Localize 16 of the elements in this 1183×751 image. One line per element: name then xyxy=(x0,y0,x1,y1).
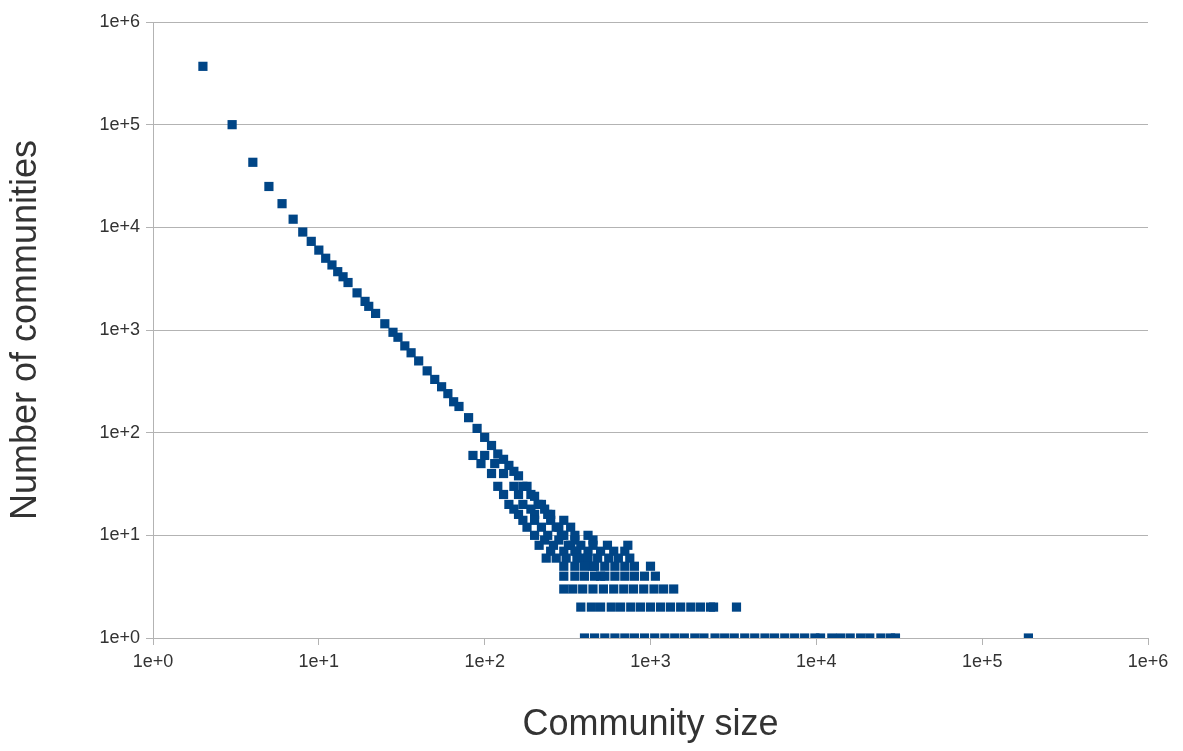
y-axis-title: Number of communities xyxy=(2,139,44,521)
x-tick-label: 1e+2 xyxy=(464,650,505,671)
y-tick-label: 1e+3 xyxy=(99,318,140,339)
y-tick-label: 1e+2 xyxy=(99,421,140,442)
y-tick-label: 1e+4 xyxy=(99,216,140,237)
x-tick-label: 1e+4 xyxy=(796,650,837,671)
y-tick-label: 1e+0 xyxy=(99,626,140,647)
x-axis-title: Community size xyxy=(522,702,779,744)
x-tick-label: 1e+6 xyxy=(1127,650,1169,671)
x-tick-label: 1e+3 xyxy=(630,650,671,671)
y-tick-label: 1e+6 xyxy=(99,10,140,31)
x-tick-label: 1e+5 xyxy=(961,650,1003,671)
x-tick-label: 1e+0 xyxy=(132,650,174,671)
x-tick-label: 1e+1 xyxy=(298,650,340,671)
y-tick-label: 1e+5 xyxy=(99,113,140,134)
y-tick-label: 1e+1 xyxy=(99,524,140,545)
